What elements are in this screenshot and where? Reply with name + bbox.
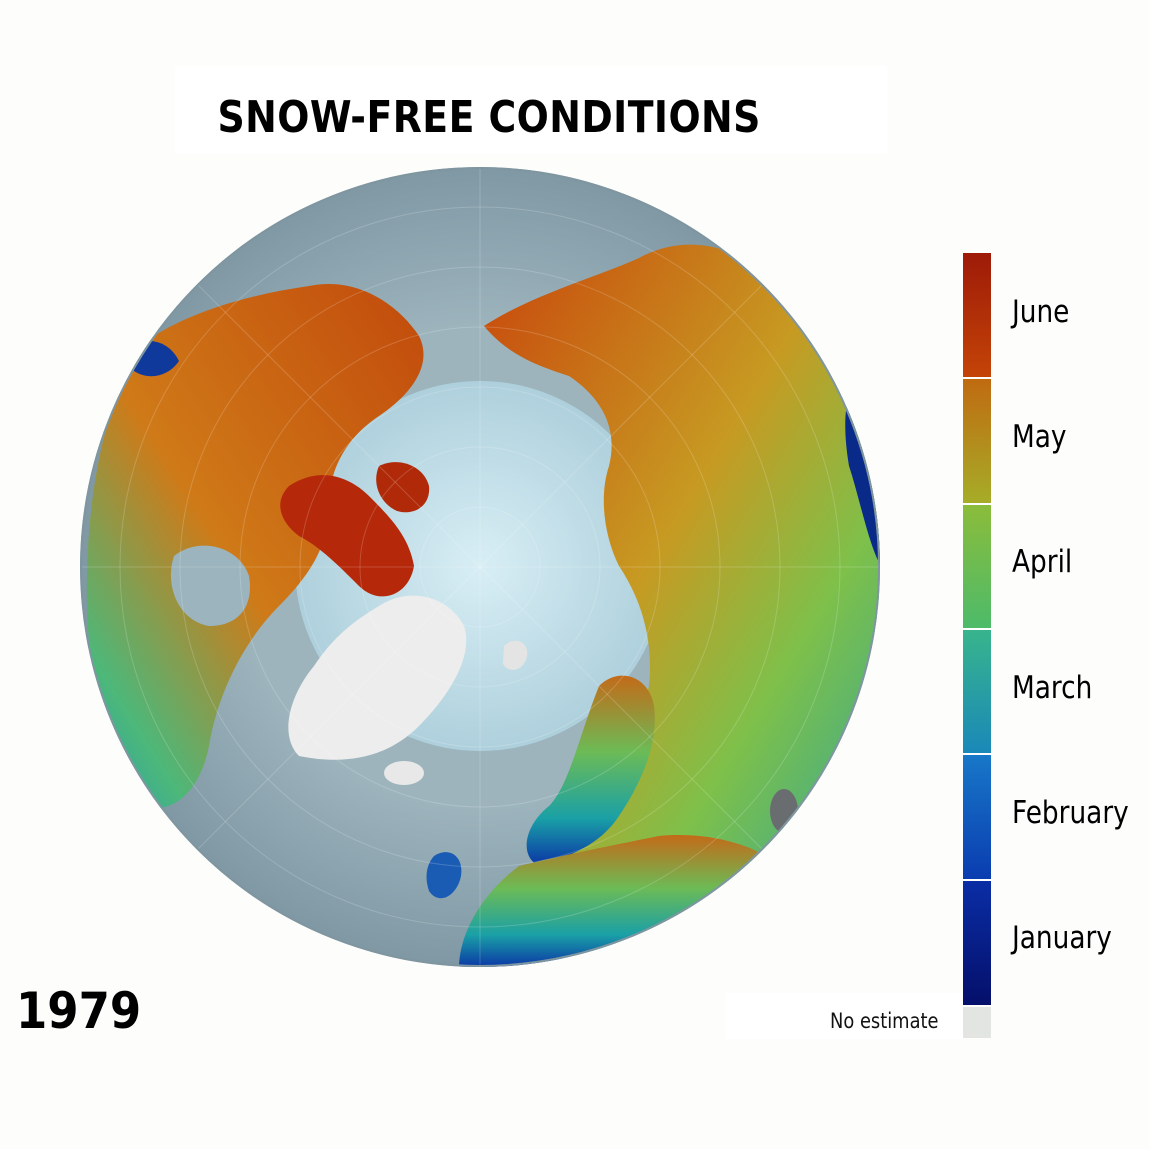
legend-colorbar <box>963 253 991 1005</box>
legend-segment-march <box>963 629 991 755</box>
eurasia-landmass <box>484 244 880 897</box>
year-label: 1979 <box>16 982 142 1040</box>
legend-label-april: April <box>1012 544 1073 581</box>
legend-segment-february <box>963 754 991 880</box>
legend-tick <box>963 753 991 756</box>
arctic-island <box>376 462 430 513</box>
legend-segment-january <box>963 879 991 1005</box>
legend-tick <box>963 502 991 505</box>
british-isles <box>426 852 462 899</box>
legend-label-march: March <box>1012 669 1093 706</box>
arctic-archipelago <box>280 475 414 597</box>
title-background <box>175 66 887 154</box>
east-siberia-coast <box>845 396 880 566</box>
polar-map <box>79 166 881 968</box>
legend-segment-june <box>963 253 991 379</box>
greenland <box>288 595 467 760</box>
map-border <box>80 167 880 967</box>
legend-tick <box>963 377 991 380</box>
north-america-landmass <box>86 284 424 809</box>
map-title: SNOW-FREE CONDITIONS <box>217 92 761 143</box>
graticule <box>80 167 880 967</box>
legend-label-january: January <box>1012 920 1112 957</box>
no-estimate-swatch <box>963 1007 991 1038</box>
legend-segment-may <box>963 378 991 504</box>
no-estimate-background <box>725 993 963 1039</box>
hudson-bay <box>170 545 250 626</box>
svalbard <box>503 640 528 670</box>
legend-tick <box>963 878 991 881</box>
legend-segment-april <box>963 503 991 629</box>
scandinavia-landmass <box>526 675 655 866</box>
no-estimate-label: No estimate <box>830 1009 939 1033</box>
iceland <box>384 761 424 785</box>
legend-label-may: May <box>1012 419 1067 455</box>
legend-tick <box>963 628 991 630</box>
legend-label-february: February <box>1012 795 1129 831</box>
legend-label-june: June <box>1012 293 1070 330</box>
polar-map-svg <box>80 167 880 967</box>
